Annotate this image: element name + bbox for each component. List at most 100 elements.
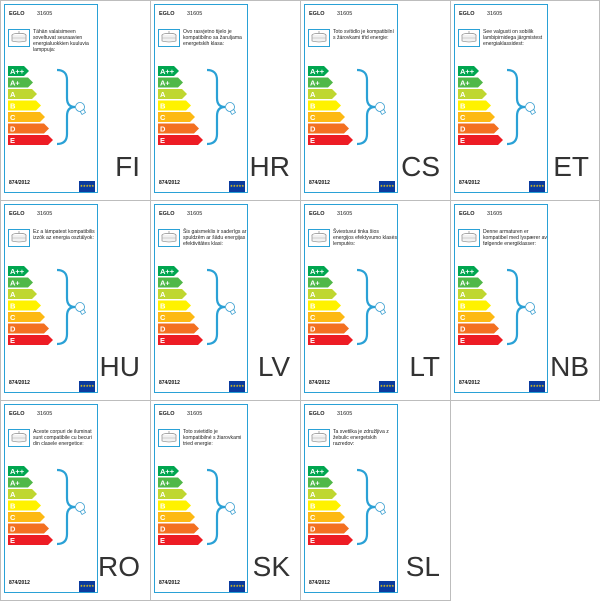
eu-flag-icon: ★★★★★ xyxy=(79,381,95,392)
energy-class-letter: C xyxy=(160,313,166,322)
eu-flag-icon: ★★★★★ xyxy=(229,181,245,192)
energy-class-letter: C xyxy=(160,113,166,122)
regulation-number: 874/2012 xyxy=(159,180,180,186)
language-code: RO xyxy=(98,551,140,582)
language-code: SK xyxy=(252,551,290,582)
eu-flag-icon: ★★★★★ xyxy=(379,181,395,192)
energy-class-bar xyxy=(158,323,199,334)
brace-icon xyxy=(356,468,376,546)
ceiling-lamp-icon xyxy=(8,29,30,47)
energy-class-letter: D xyxy=(160,125,166,134)
energy-class-bar xyxy=(8,477,33,488)
energy-class-bar xyxy=(308,100,341,111)
brand-name: EGLO xyxy=(459,11,475,17)
ceiling-lamp-icon xyxy=(308,29,330,47)
energy-class-bar xyxy=(308,289,337,299)
brace-icon xyxy=(56,68,76,146)
brace-bulb-graphic xyxy=(356,268,387,346)
energy-class-letter: A xyxy=(310,290,316,299)
energy-class-bar xyxy=(8,77,33,88)
energy-class-letter: E xyxy=(160,336,165,345)
eu-flag-icon: ★★★★★ xyxy=(229,381,245,392)
language-code: HR xyxy=(249,151,290,182)
energy-class-bar xyxy=(8,89,37,99)
energy-class-letter: D xyxy=(10,325,16,334)
energy-class-letter: B xyxy=(310,502,316,511)
energy-class-bar xyxy=(308,323,349,334)
model-number: 31605 xyxy=(187,11,203,17)
energy-class-bar xyxy=(8,266,29,276)
brace-bulb-graphic xyxy=(206,68,237,146)
energy-class-bar xyxy=(158,312,195,322)
bulb-icon xyxy=(225,102,237,116)
energy-class-bar xyxy=(458,335,503,345)
eu-flag-icon: ★★★★★ xyxy=(529,381,545,392)
energy-class-bar xyxy=(458,289,487,299)
energy-class-bar xyxy=(308,300,341,311)
energy-class-letter: B xyxy=(10,502,16,511)
language-code: SL xyxy=(405,551,440,582)
energy-class-letter: A++ xyxy=(460,67,475,76)
energy-class-bar xyxy=(158,135,203,145)
energy-class-bar xyxy=(308,277,333,288)
brace-icon xyxy=(506,68,526,146)
energy-class-letter: D xyxy=(310,125,316,134)
energy-class-letter: A xyxy=(310,90,316,99)
energy-class-bar xyxy=(458,89,487,99)
energy-class-letter: A++ xyxy=(160,267,175,276)
brand-name: EGLO xyxy=(9,11,25,17)
energy-class-letter: B xyxy=(160,302,166,311)
energy-class-bar xyxy=(158,66,179,76)
brace-bulb-graphic xyxy=(56,268,87,346)
energy-class-bar xyxy=(458,66,479,76)
energy-class-bar xyxy=(458,323,499,334)
energy-class-bar xyxy=(158,500,191,511)
brace-bulb-graphic xyxy=(206,468,237,546)
bulb-icon xyxy=(75,102,87,116)
energy-class-letter: A+ xyxy=(160,479,170,488)
brace-icon xyxy=(356,268,376,346)
ceiling-lamp-icon xyxy=(458,29,480,47)
regulation-number: 874/2012 xyxy=(159,380,180,386)
regulation-number: 874/2012 xyxy=(9,580,30,586)
eu-flag-icon: ★★★★★ xyxy=(379,581,395,592)
energy-class-letter: A+ xyxy=(10,79,20,88)
bulb-icon xyxy=(75,502,87,516)
regulation-number: 874/2012 xyxy=(309,580,330,586)
energy-class-letter: B xyxy=(160,502,166,511)
brace-icon xyxy=(56,468,76,546)
energy-class-letter: A+ xyxy=(10,279,20,288)
energy-class-bar xyxy=(8,512,45,522)
energy-label: EGLO 31605 Denne armaturen er kompatibel m… xyxy=(454,204,548,393)
energy-class-letter: D xyxy=(310,525,316,534)
regulation-number: 874/2012 xyxy=(459,380,480,386)
ceiling-lamp-icon xyxy=(158,229,180,247)
regulation-number: 874/2012 xyxy=(9,180,30,186)
energy-class-letter: A+ xyxy=(460,79,470,88)
regulation-number: 874/2012 xyxy=(459,180,480,186)
energy-class-letter: C xyxy=(310,313,316,322)
energy-class-letter: D xyxy=(460,325,466,334)
energy-class-bar xyxy=(158,266,179,276)
energy-class-letter: A+ xyxy=(460,279,470,288)
energy-class-bar xyxy=(158,335,203,345)
energy-class-letter: C xyxy=(10,513,16,522)
compatibility-text: Toto svietidlo je kompatibilné s žiarovk… xyxy=(183,429,242,447)
model-number: 31605 xyxy=(337,411,353,417)
energy-label: EGLO 31605 Šis gaismeklis ir saderīgs ar s… xyxy=(154,204,248,393)
language-code: CS xyxy=(401,151,440,182)
language-code: LT xyxy=(409,351,440,382)
label-cell-lt: EGLO 31605 Šviestuvui tinka šios energijos… xyxy=(300,200,451,401)
energy-label: EGLO 31605 Ta svetilka je združljiva z žeb… xyxy=(304,404,398,593)
energy-class-letter: A xyxy=(460,90,466,99)
bulb-icon xyxy=(525,302,537,316)
model-number: 31605 xyxy=(337,11,353,17)
bulb-icon xyxy=(375,302,387,316)
compatibility-text: Ovo rasvjetno tijelo je kompatibilno sa … xyxy=(183,29,242,47)
energy-class-letter: A+ xyxy=(10,479,20,488)
eu-flag-icon: ★★★★★ xyxy=(529,181,545,192)
label-cell-sl: EGLO 31605 Ta svetilka je združljiva z žeb… xyxy=(300,400,451,601)
